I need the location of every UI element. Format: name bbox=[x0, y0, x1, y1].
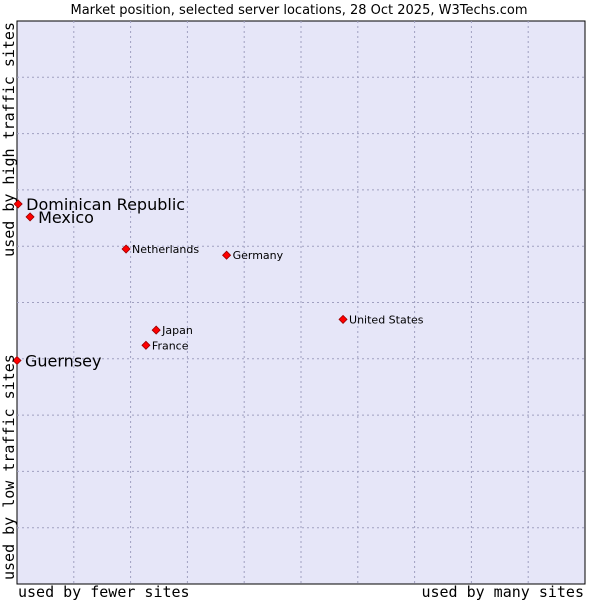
y-axis-label-low: used by low traffic sites bbox=[0, 354, 18, 580]
point-guernsey bbox=[12, 355, 22, 366]
x-axis-label-right: used by many sites bbox=[421, 583, 584, 600]
y-axis-label-high: used by high traffic sites bbox=[0, 22, 18, 257]
point-japan bbox=[151, 325, 161, 335]
point-netherlands bbox=[121, 244, 131, 254]
grid bbox=[17, 21, 585, 584]
point-germany bbox=[222, 250, 232, 260]
point-label-japan: Japan bbox=[161, 324, 193, 337]
point-united-states bbox=[338, 314, 348, 324]
point-label-mexico: Mexico bbox=[38, 208, 94, 227]
point-france bbox=[141, 340, 151, 350]
point-dominican-republic bbox=[13, 199, 23, 209]
point-label-guernsey: Guernsey bbox=[25, 351, 101, 370]
point-label-france: France bbox=[152, 339, 189, 352]
point-label-germany: Germany bbox=[233, 249, 284, 262]
point-label-dominican-republic: Dominican Republic bbox=[26, 195, 185, 214]
point-label-united-states: United States bbox=[349, 313, 424, 326]
point-mexico bbox=[25, 212, 35, 222]
point-label-netherlands: Netherlands bbox=[132, 243, 199, 256]
x-axis-label-left: used by fewer sites bbox=[18, 583, 190, 600]
chart-title: Market position, selected server locatio… bbox=[70, 3, 527, 18]
